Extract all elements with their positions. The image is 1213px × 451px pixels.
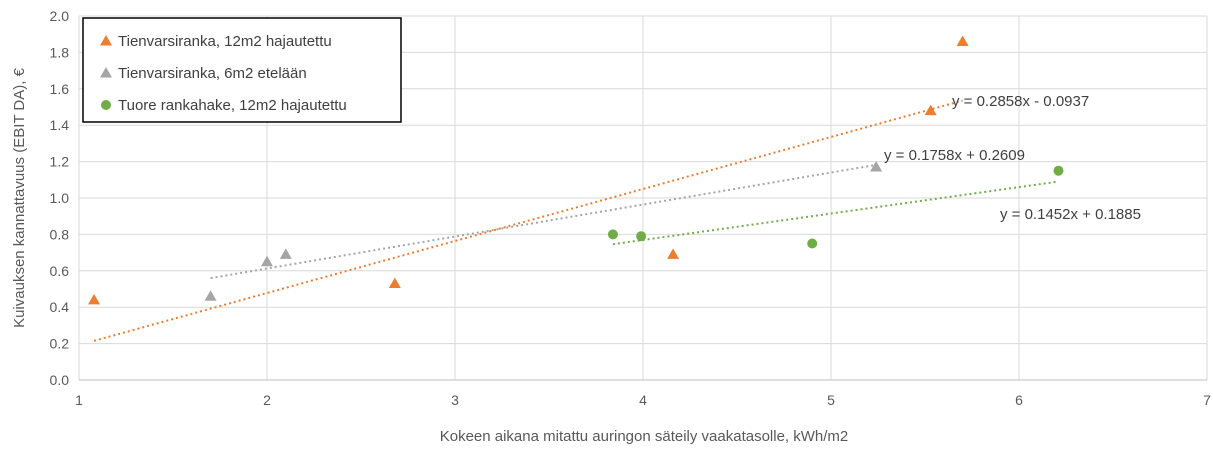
data-point	[636, 231, 647, 242]
data-point	[388, 277, 401, 289]
trendline-equation-label: y = 0.2858x - 0.0937	[952, 93, 1089, 110]
x-tick-label: 5	[827, 392, 835, 408]
y-tick-label: 0.4	[50, 299, 70, 315]
y-tick-label: 1.4	[50, 117, 70, 133]
legend-marker	[100, 35, 112, 46]
trendlines	[93, 99, 1059, 342]
data-point	[924, 104, 937, 116]
y-tick-label: 0.0	[50, 372, 70, 388]
data-point	[956, 35, 969, 46]
y-tick-label: 0.8	[50, 226, 70, 242]
x-tick-label: 6	[1015, 392, 1023, 408]
legend-box	[82, 17, 402, 123]
legend-marker	[101, 100, 111, 110]
legend: Tienvarsiranka, 12m2 hajautettu Tienvarsi…	[82, 17, 402, 123]
x-tick-label: 3	[451, 392, 459, 408]
data-point	[261, 255, 273, 267]
data-point	[607, 229, 618, 240]
axes: 0.0 0.2 0.4 0.6 0.8 1.0 1.2 1.4 1.6 1.8 2.0 1 2 3 4 5 6 7	[50, 8, 1212, 408]
data-point	[279, 248, 292, 259]
x-tick-label: 1	[75, 392, 83, 408]
x-tick-label: 4	[639, 392, 647, 408]
legend-entry-label: Tienvarsiranka, 12m2 hajautettu	[118, 33, 332, 50]
y-tick-label: 1.0	[50, 190, 70, 206]
trendline-equation-label: y = 0.1758x + 0.2609	[884, 147, 1025, 164]
trendline	[210, 163, 877, 280]
x-tick-label: 2	[263, 392, 271, 408]
trendline	[93, 99, 963, 342]
x-axis-title: Kokeen aikana mitattu auringon säteily v…	[440, 428, 849, 445]
y-tick-label: 1.8	[50, 44, 70, 60]
data-point	[667, 248, 680, 259]
data-point	[204, 290, 217, 301]
trendline-equation-label: y = 0.1452x + 0.1885	[1000, 206, 1141, 223]
data-points	[88, 35, 1064, 305]
data-point	[88, 293, 101, 305]
y-tick-label: 1.2	[50, 154, 70, 170]
y-tick-label: 0.2	[50, 336, 70, 352]
trendline-labels: y = 0.2858x - 0.0937 y = 0.1758x + 0.2609…	[884, 93, 1141, 223]
x-tick-label: 7	[1203, 392, 1211, 408]
legend-marker	[100, 67, 112, 78]
data-point	[807, 238, 818, 249]
legend-entry-label: Tienvarsiranka, 6m2 etelään	[118, 65, 307, 82]
data-point	[870, 161, 883, 172]
data-point	[1053, 165, 1064, 176]
y-axis-title: Kuivauksen kannattavuus (EBIT DA), €	[11, 67, 28, 328]
y-tick-label: 2.0	[50, 8, 70, 24]
y-tick-label: 1.6	[50, 81, 70, 97]
y-tick-label: 0.6	[50, 263, 70, 279]
legend-entry-label: Tuore rankahake, 12m2 hajautettu	[118, 97, 347, 114]
